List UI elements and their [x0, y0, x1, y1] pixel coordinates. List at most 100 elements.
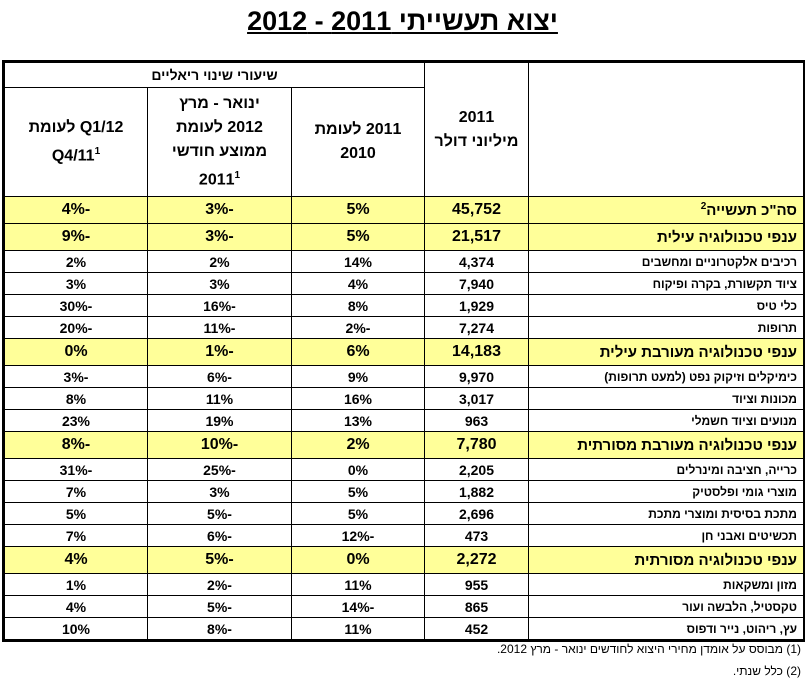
row-label: סה"כ תעשייה2 — [528, 196, 805, 224]
cell: 1,929 — [424, 294, 529, 317]
cell: -1% — [147, 338, 292, 366]
column-header: 2011 לעומת 2010 — [291, 87, 425, 197]
header-line: 2010 — [340, 145, 376, 162]
cell: 7,780 — [424, 431, 529, 459]
cell: 2,205 — [424, 458, 529, 481]
cell: 10% — [3, 617, 148, 641]
header-line: 2011 — [198, 171, 235, 189]
cell: 7,274 — [424, 316, 529, 339]
cell: -5% — [147, 502, 292, 525]
value-text: 6% — [346, 343, 370, 360]
cell: -2% — [291, 316, 425, 339]
row-label: מזון ומשקאות — [528, 573, 805, 596]
row-label: כלי טיס — [528, 294, 805, 317]
row-label: כרייה, חציבה ומינרלים — [528, 458, 805, 481]
label-text: כלי טיס — [756, 298, 797, 313]
value-text: 452 — [464, 620, 489, 637]
value-text: 963 — [464, 412, 489, 429]
cell: 5% — [291, 502, 425, 525]
cell: -3% — [147, 223, 292, 251]
cell: 7% — [3, 480, 148, 503]
cell: 963 — [424, 409, 529, 432]
value-text: 1,929 — [458, 297, 495, 314]
value-text: 11% — [344, 576, 372, 593]
label-text: מנועים וציוד חשמלי — [691, 413, 797, 428]
cell: 9% — [291, 365, 425, 388]
value-text: 5% — [347, 505, 369, 522]
value-text: 4% — [65, 598, 87, 615]
column-header: Q1/12 לעומת Q4/111 — [3, 87, 148, 197]
value-text: 9% — [347, 368, 369, 385]
data-row: טקסטיל, הלבשה ועור 865 -14% -5% 4% — [3, 595, 805, 618]
row-label: טקסטיל, הלבשה ועור — [528, 595, 805, 618]
data-row: כימיקלים וזיקוק נפט (למעט תרופות) 9,970 9%… — [3, 365, 805, 388]
value-text: 473 — [464, 527, 489, 544]
value-text: 2% — [65, 253, 87, 270]
value-text: -3% — [205, 228, 234, 245]
data-row: רכיבים אלקטרוניים ומחשבים 4,374 14% 2% 2% — [3, 250, 805, 273]
value-text: -3% — [63, 368, 89, 385]
label-text: מזון ומשקאות — [723, 577, 797, 592]
cell: -14% — [291, 595, 425, 618]
value-text: 16% — [343, 390, 373, 407]
row-label: כימיקלים וזיקוק נפט (למעט תרופות) — [528, 365, 805, 388]
data-row: תכשיטים ואבני חן 473 -12% -6% 7% — [3, 524, 805, 547]
value-text: 3,017 — [458, 390, 495, 407]
row-label: מתכת בסיסית ומוצרי מתכת — [528, 502, 805, 525]
cell: 21,517 — [424, 223, 529, 251]
header-row: 2011 מיליוני דולר שיעורי שינוי ריאליים — [3, 61, 805, 197]
cell: -25% — [147, 458, 292, 481]
value-text: 10% — [61, 620, 91, 637]
value-text: -9% — [61, 228, 91, 245]
label-text: עץ, ריהוט, נייר ודפוס — [686, 621, 797, 636]
label-text: מוצרי גומי ופלסטיק — [692, 484, 797, 499]
cell: 7,940 — [424, 272, 529, 295]
value-text: -5% — [207, 598, 232, 615]
cell: 11% — [291, 573, 425, 596]
header-line: Q1/12 לעומת — [28, 118, 124, 136]
data-row: ענפי טכנולוגיה מעורבת מסורתית 7,780 2% -10%… — [3, 431, 805, 459]
cell: 4% — [3, 595, 148, 618]
value-text: 4% — [347, 275, 369, 292]
column-header: 2011 מיליוני דולר — [424, 61, 529, 197]
group-header: שיעורי שינוי ריאליים — [3, 61, 425, 88]
cell: 7% — [3, 524, 148, 547]
value-text: -4% — [61, 201, 91, 218]
cell: -4% — [3, 196, 148, 224]
cell: 14% — [291, 250, 425, 273]
value-text: -12% — [341, 527, 375, 544]
cell: 3% — [147, 272, 292, 295]
value-text: 4% — [64, 551, 88, 568]
cell: -8% — [3, 431, 148, 459]
data-row: כרייה, חציבה ומינרלים 2,205 0% -25% -31% — [3, 458, 805, 481]
cell: 4,374 — [424, 250, 529, 273]
cell: 3% — [147, 480, 292, 503]
label-text: ענפי טכנולוגיה מסורתית — [634, 551, 798, 569]
header-line: Q4/11 — [51, 147, 95, 165]
value-text: 14,183 — [452, 343, 501, 360]
cell: 23% — [3, 409, 148, 432]
value-text: 955 — [464, 576, 489, 593]
value-text: -6% — [207, 527, 232, 544]
cell: 955 — [424, 573, 529, 596]
label-text: תרופות — [757, 320, 797, 335]
value-text: 8% — [65, 390, 87, 407]
label-text: ציוד תקשורת, בקרה ופיקוח — [652, 276, 797, 291]
value-text: 0% — [64, 343, 88, 360]
row-label: ענפי טכנולוגיה עילית — [528, 223, 805, 251]
title: יצוא תעשייתי 2011 - 2012 — [247, 6, 558, 36]
value-text: -31% — [59, 461, 93, 478]
cell: -2% — [147, 573, 292, 596]
cell: 11% — [147, 387, 292, 410]
value-text: -5% — [207, 505, 232, 522]
value-text: 865 — [464, 598, 489, 615]
label-text: ענפי טכנולוגיה מעורבת עילית — [599, 343, 797, 361]
row-label: ענפי טכנולוגיה מעורבת מסורתית — [528, 431, 805, 459]
cell: 2,696 — [424, 502, 529, 525]
cell: 5% — [291, 480, 425, 503]
value-text: -1% — [205, 343, 234, 360]
cell: 45,752 — [424, 196, 529, 224]
cell: -5% — [147, 546, 292, 574]
data-row: מוצרי גומי ופלסטיק 1,882 5% 3% 7% — [3, 480, 805, 503]
cell: -12% — [291, 524, 425, 547]
